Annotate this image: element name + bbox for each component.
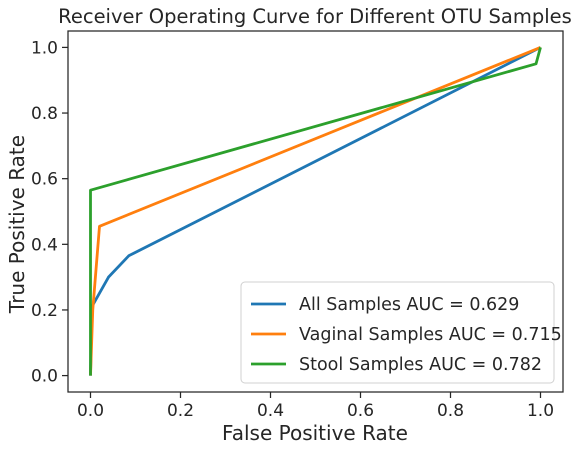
series-line-3 xyxy=(89,47,542,376)
x-tick-label: 0.6 xyxy=(347,401,374,421)
y-tick-label: 0.0 xyxy=(31,367,58,387)
x-tick-label: 0.4 xyxy=(257,401,284,421)
plot-frame xyxy=(67,30,564,393)
series-layer xyxy=(89,46,542,376)
chart-title: Receiver Operating Curve for Different O… xyxy=(58,5,571,28)
legend-label-3: Stool Samples AUC = 0.782 xyxy=(299,355,542,375)
legend-box xyxy=(240,281,555,384)
y-tick-label: 0.2 xyxy=(31,301,58,321)
legend-label-2: Vaginal Samples AUC = 0.715 xyxy=(299,325,562,345)
y-tick-label: 0.8 xyxy=(31,104,58,124)
y-tick-label: 0.6 xyxy=(31,170,58,190)
y-axis-label: True Positive Rate xyxy=(5,135,29,314)
y-tick-label: 0.4 xyxy=(31,235,58,255)
y-tick-label: 1.0 xyxy=(31,38,58,58)
plot-axes: 0.0 0.2 0.4 0.6 0.8 1.0 0.0 0.2 0.4 0.6 0.8 1.0 xyxy=(31,38,554,421)
x-tick-label: 0.0 xyxy=(77,401,104,421)
x-axis-label: False Positive Rate xyxy=(222,421,408,445)
legend: All Samples AUC = 0.629 Vaginal Samples A… xyxy=(240,281,562,384)
x-tick-label: 0.8 xyxy=(437,401,464,421)
legend-label-1: All Samples AUC = 0.629 xyxy=(299,295,519,315)
x-tick-label: 1.0 xyxy=(527,401,554,421)
x-tick-label: 0.2 xyxy=(167,401,194,421)
